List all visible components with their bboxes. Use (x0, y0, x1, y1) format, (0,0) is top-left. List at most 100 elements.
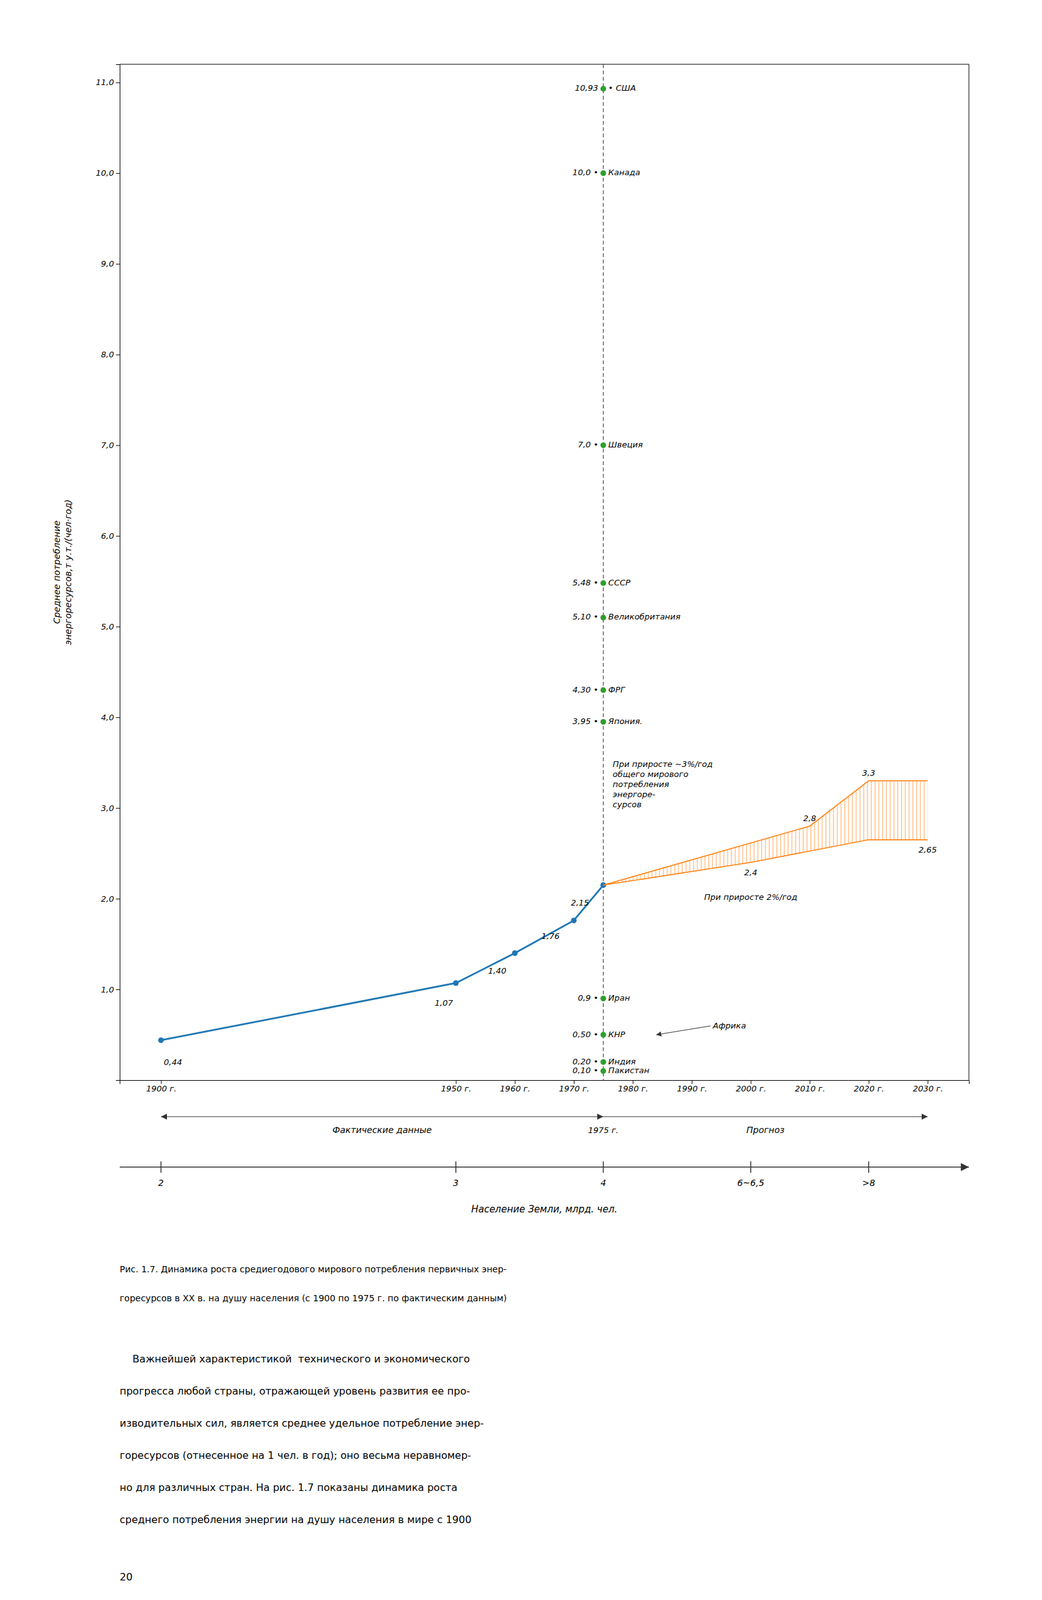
y-tick-label: 8,0 (100, 349, 115, 360)
x-tick-mark (632, 1079, 634, 1084)
text-line: энергоре- (612, 789, 656, 799)
population-tick (868, 1161, 870, 1173)
period-arrow (603, 1115, 928, 1117)
x-tick-mark (868, 1079, 870, 1084)
text-line: сурсов (612, 799, 642, 809)
data-line (161, 885, 604, 1041)
point-label: Пакистан (608, 1065, 651, 1075)
data-point (158, 1036, 164, 1043)
x-tick-label: 1970 г. (558, 1083, 590, 1094)
y-tick: 1,0 (100, 984, 120, 995)
data-label: 1,07 (434, 997, 454, 1008)
y-axis-title-line: Среднее потребление (51, 520, 62, 624)
x-tick: 1990 г. (676, 1079, 707, 1094)
point-label: • США (608, 83, 637, 93)
plot-frame (119, 64, 969, 1080)
x-tick: 1900 г. (146, 1079, 177, 1094)
x-tick-mark (161, 1079, 162, 1084)
y-tick-mark (115, 263, 120, 265)
annotation-arrow (656, 1025, 711, 1035)
y-tick-mark (115, 535, 120, 537)
text-line: При приросте ~3%/год (612, 759, 714, 769)
x-tick-label: 2000 г. (735, 1083, 767, 1094)
y-tick-mark (115, 898, 120, 899)
y-tick-mark (115, 82, 120, 84)
population-tick-label: 6~6,5 (737, 1177, 765, 1188)
population-tick (455, 1161, 457, 1173)
body-line: Важнейшей характеристикой технического и… (119, 1352, 470, 1365)
x-axis: 1900 г. 1950 г. 1960 г. 1970 г. 1980 г. 1990 … (120, 1079, 970, 1094)
data-point (570, 917, 577, 923)
y-tick-mark (115, 716, 120, 718)
point-label: ФРГ (608, 684, 627, 695)
x-tick: 1950 г. (440, 1079, 472, 1094)
y-axis-title-line: энергоресурсов,т у.т./(чел·год) (62, 498, 74, 645)
y-tick-label: 9,0 (100, 258, 115, 269)
period-label: Прогноз (746, 1124, 785, 1135)
data-label: 0,10 • (572, 1065, 599, 1075)
x-tick-mark (456, 1079, 457, 1084)
y-tick-mark (115, 173, 120, 174)
population-axis: 2346~6,5>8Население Земли, млрд. чел. (119, 1161, 969, 1215)
data-label: 0,44 (163, 1057, 183, 1067)
y-tick-label: 1,0 (100, 984, 115, 995)
point-label: Япония. (607, 716, 643, 726)
y-axis-title: Среднее потреблениеэнергоресурсов,т у.т.… (51, 498, 74, 645)
data-label: 2,65 (918, 844, 937, 855)
period-arrow (161, 1115, 604, 1117)
body-text: Важнейшей характеристикой технического и… (119, 1352, 484, 1526)
population-tick (160, 1161, 162, 1173)
x-axis-line (120, 1080, 970, 1085)
caption-line: горесурсов в ХХ в. на душу населения (с … (119, 1292, 508, 1303)
y-tick: 6,0 (100, 531, 120, 541)
y-tick-mark (115, 354, 120, 356)
data-label: 3,3 (862, 767, 876, 778)
data-label: 2,4 (744, 867, 758, 877)
page-number: 20 (119, 1570, 133, 1583)
data-label: 2,8 (803, 813, 817, 823)
reference-line (602, 64, 604, 1080)
data-label: 10,0 • (572, 167, 599, 178)
y-tick-label: 11,0 (95, 77, 115, 87)
data-label: 5,10 • (572, 611, 599, 622)
data-point (600, 1067, 607, 1074)
y-tick: 3,0 (100, 803, 120, 813)
x-tick-mark (514, 1079, 516, 1084)
text-line: потребления (612, 779, 670, 789)
data-point (600, 687, 607, 693)
data-label: 0,9 • (577, 992, 598, 1003)
x-tick-mark (927, 1079, 928, 1084)
y-tick: 10,0 (95, 168, 120, 178)
annotation: При приросте 2%/год (704, 891, 798, 901)
y-tick: 7,0 (100, 440, 120, 450)
population-tick-label: 2 (158, 1177, 164, 1188)
y-axis-line (115, 64, 121, 1081)
data-point (600, 442, 607, 448)
population-tick-label: 4 (600, 1177, 607, 1188)
band-edge (603, 780, 928, 886)
population-tick-label: >8 (862, 1177, 876, 1188)
population-axis-line (119, 1166, 969, 1168)
y-tick: 4,0 (100, 712, 120, 722)
data-point (600, 170, 607, 176)
point-label: Великобритания (608, 611, 682, 622)
x-tick-label: 1980 г. (618, 1083, 649, 1094)
data-point (600, 1031, 607, 1038)
point-label: Канада (608, 167, 641, 178)
x-tick: 2000 г. (735, 1079, 767, 1094)
x-tick: 1970 г. (558, 1079, 590, 1094)
x-tick: 2030 г. (912, 1079, 944, 1094)
data-label: 1,76 (541, 931, 560, 941)
x-tick-label: 2010 г. (795, 1083, 826, 1094)
population-tick (602, 1161, 605, 1173)
data-point (512, 950, 518, 956)
data-label: 5,48 • (572, 577, 599, 588)
y-tick-mark (115, 989, 120, 990)
y-tick-mark (115, 445, 120, 447)
x-tick: 1960 г. (500, 1079, 531, 1094)
forecast-band (603, 780, 928, 886)
body-line: изводительных сил, является среднее удел… (119, 1416, 484, 1429)
y-tick-label: 7,0 (100, 440, 115, 450)
y-tick-label: 6,0 (100, 531, 115, 541)
data-point (600, 614, 607, 620)
